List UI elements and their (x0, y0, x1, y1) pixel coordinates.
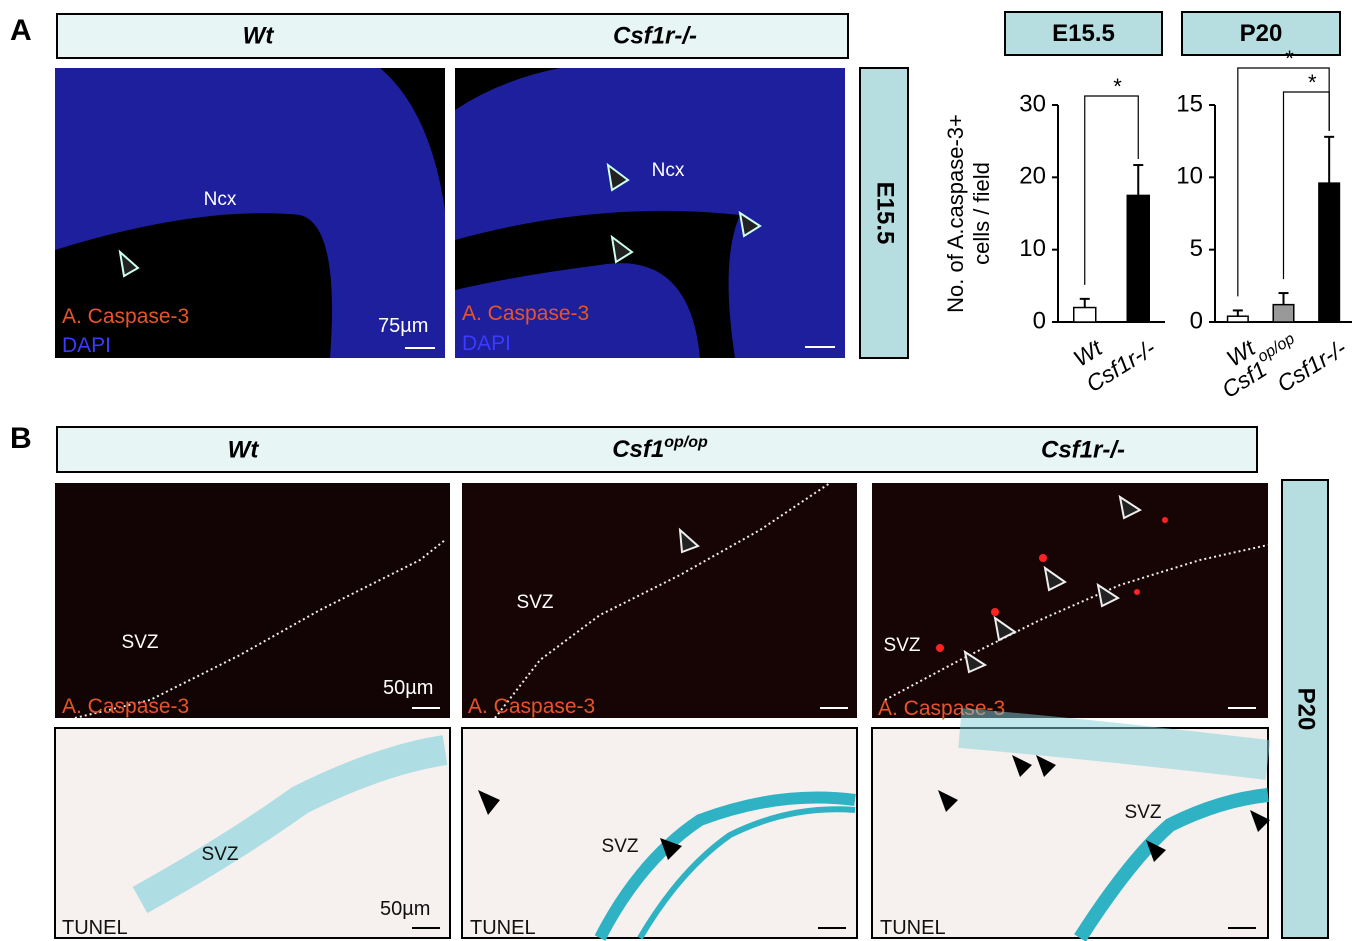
scale-label: 75µm (378, 315, 428, 337)
micrograph: Ncx A. Caspase-3 DAPI (455, 68, 845, 358)
scale-label: 50µm (380, 898, 430, 920)
chart-title: E15.5 (1052, 20, 1115, 47)
header-superscript: op/op (664, 434, 708, 451)
micrograph: SVZ TUNEL 50µm (55, 728, 450, 939)
header-label: Csf1r-/- (613, 22, 697, 49)
header-label: Csf1r-/- (1041, 436, 1125, 463)
scale-label: 50µm (383, 677, 433, 699)
micrograph: SVZ A. Caspase-3 (462, 483, 857, 718)
region-label: SVZ (202, 844, 239, 865)
stain-label: TUNEL (880, 917, 946, 939)
region-label: SVZ (517, 592, 554, 613)
y-axis-label-line: cells / field (969, 162, 994, 265)
micrograph: SVZ A. Caspase-3 (872, 483, 1268, 720)
significance-mark: * (1113, 74, 1122, 99)
header-text: Csf1 (612, 436, 664, 463)
significance-mark: * (1308, 70, 1317, 95)
region-label: SVZ (602, 836, 639, 857)
figure: A Wt Csf1r-/- Ncx A. Caspase-3 DAPI 75µm… (0, 0, 1357, 941)
significance-mark: * (1285, 46, 1294, 71)
bar (1074, 308, 1096, 322)
bar (1273, 305, 1294, 322)
bar (1127, 195, 1149, 322)
header-box (57, 14, 848, 58)
stain-label: DAPI (62, 334, 111, 357)
bar (1228, 316, 1249, 322)
region-label: Ncx (204, 189, 237, 210)
y-tick-label: 0 (1190, 307, 1203, 334)
stain-label: TUNEL (470, 917, 536, 939)
header-label: Wt (228, 436, 260, 463)
stain-label: A. Caspase-3 (62, 305, 189, 328)
region-label: SVZ (884, 635, 921, 656)
panel-label: A (10, 14, 32, 47)
chart-title: P20 (1240, 20, 1283, 47)
region-label: SVZ (122, 632, 159, 653)
y-tick-label: 15 (1176, 90, 1203, 117)
micrograph: Ncx A. Caspase-3 DAPI 75µm (55, 68, 445, 358)
micrograph: SVZ TUNEL (462, 728, 857, 939)
y-tick-label: 30 (1019, 90, 1046, 117)
header-label: Wt (243, 22, 275, 49)
y-tick-label: 10 (1176, 163, 1203, 190)
stage-label: E15.5 (872, 182, 899, 245)
x-tick-superscript: op/op (1255, 331, 1298, 367)
stain-label: A. Caspase-3 (468, 695, 595, 718)
y-axis-label: No. of A.caspase-3+cells / field (943, 114, 994, 313)
stain-label: A. Caspase-3 (62, 695, 189, 718)
stage-label: P20 (1293, 688, 1320, 731)
panel-label: B (10, 422, 32, 455)
stain-label: DAPI (462, 332, 511, 355)
y-tick-label: 10 (1019, 235, 1046, 262)
y-tick-label: 20 (1019, 163, 1046, 190)
y-axis-label-line: No. of A.caspase-3+ (943, 114, 968, 313)
stain-label: TUNEL (62, 917, 128, 939)
y-tick-label: 0 (1033, 307, 1046, 334)
region-label: Ncx (652, 160, 685, 181)
region-label: SVZ (1125, 802, 1162, 823)
y-tick-label: 5 (1190, 235, 1203, 262)
micrograph: SVZ A. Caspase-3 50µm (55, 483, 450, 718)
bar (1319, 183, 1340, 322)
stain-label: A. Caspase-3 (462, 302, 589, 325)
micrograph: SVZ TUNEL (872, 728, 1270, 939)
